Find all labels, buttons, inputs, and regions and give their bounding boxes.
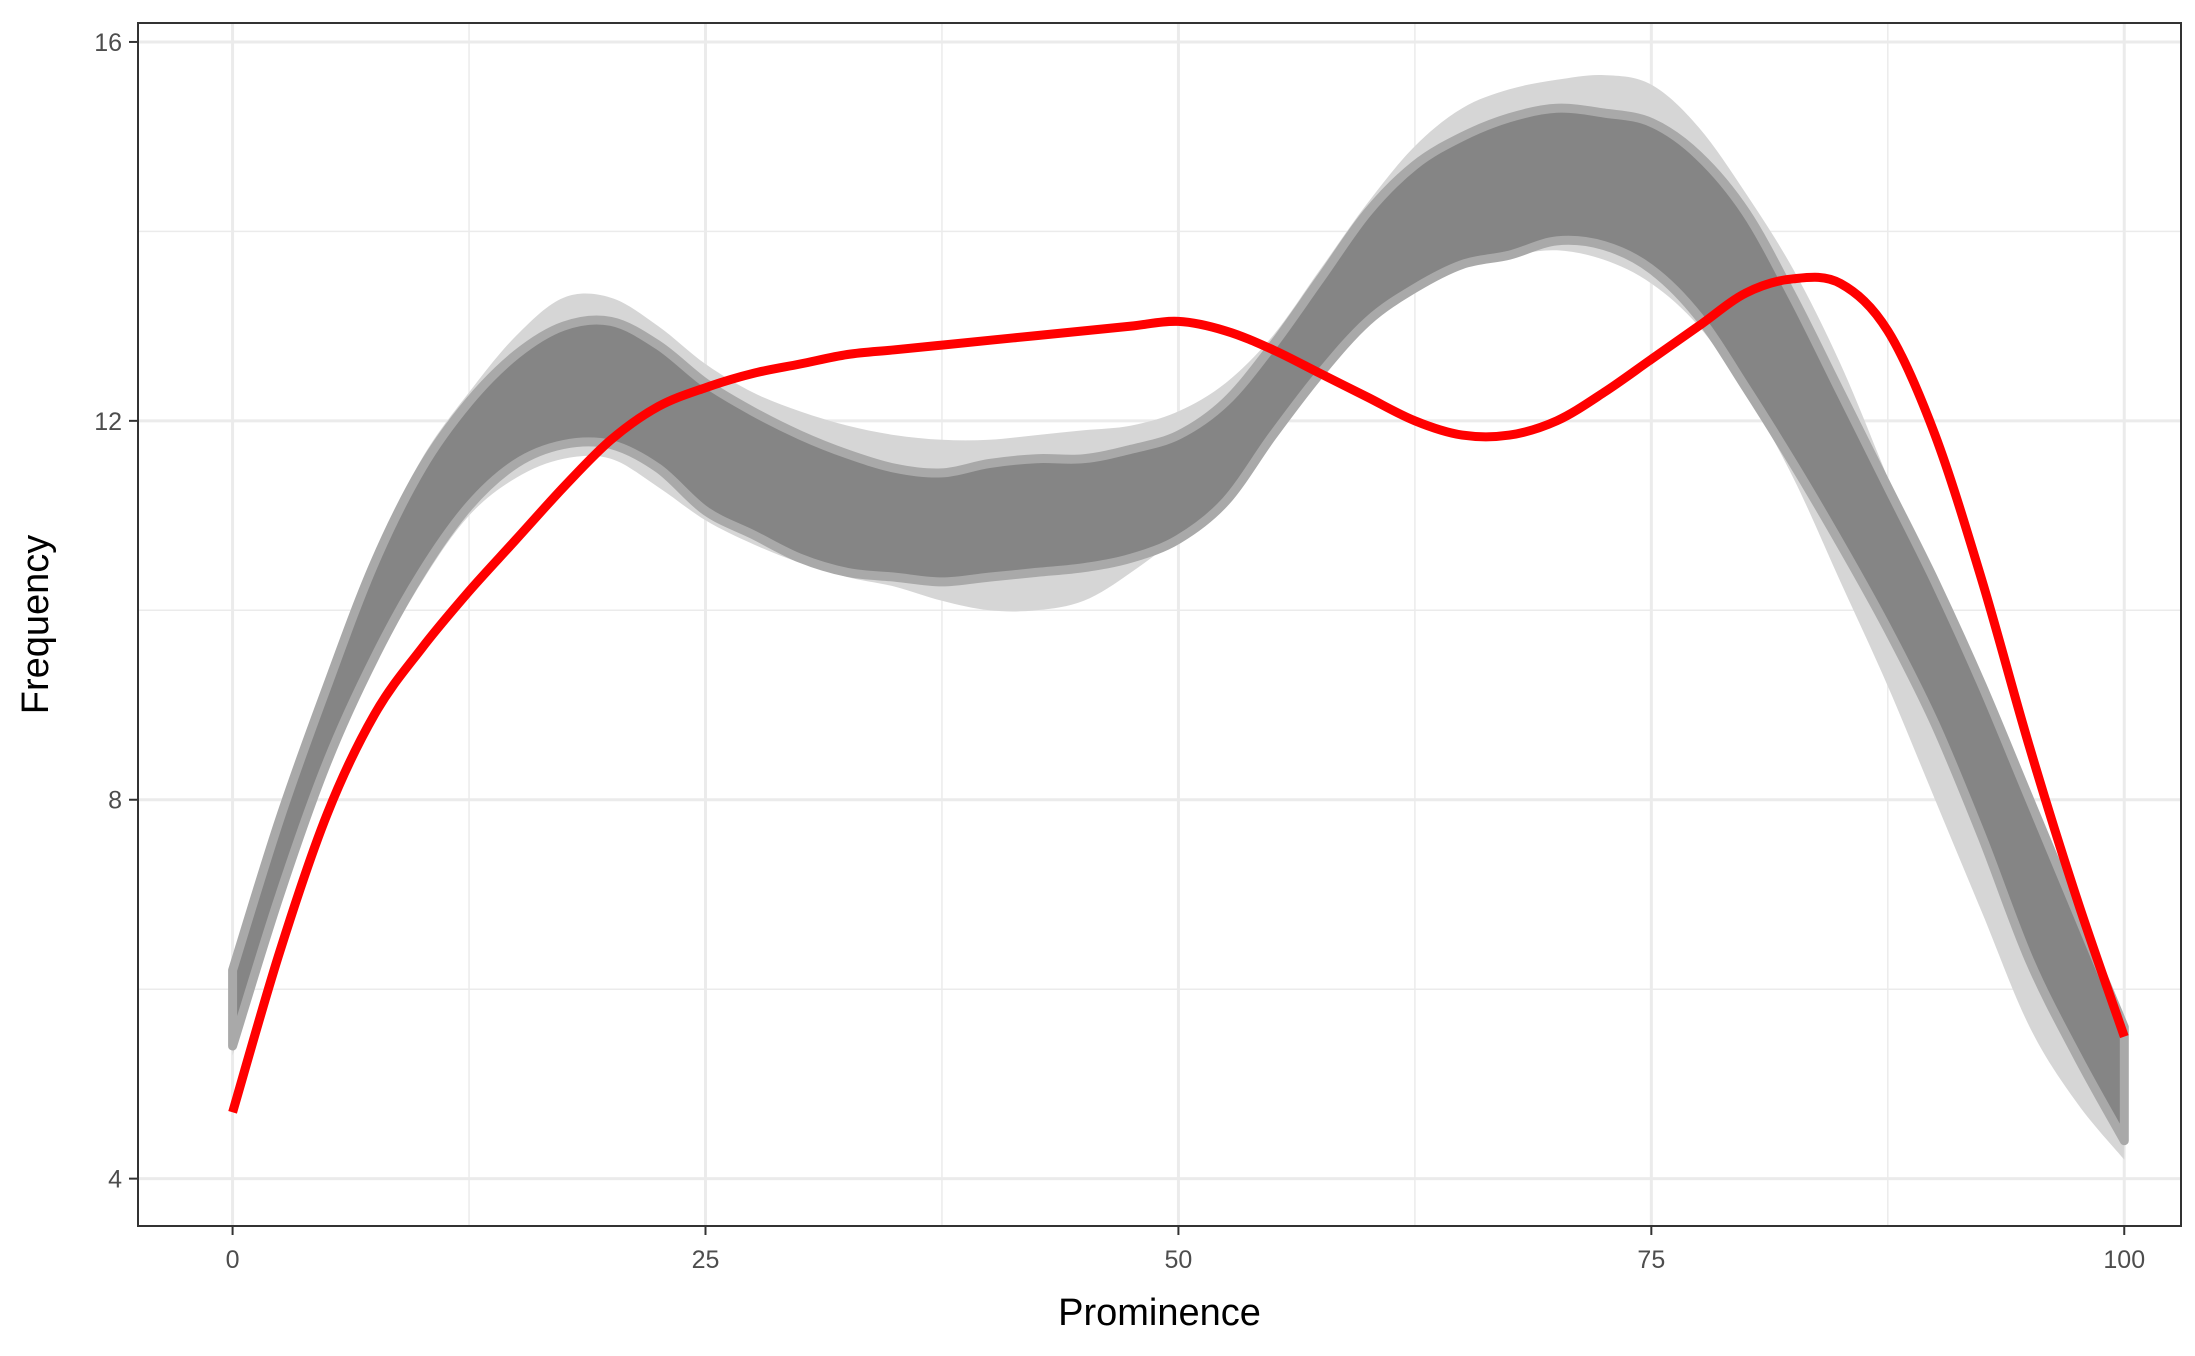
x-tick-label: 25: [692, 1246, 720, 1274]
x-tick-label: 50: [1165, 1246, 1193, 1274]
axis-ticks: 0 25 50 75 100 4 8 12 16: [94, 29, 2145, 1274]
y-tick-label: 12: [94, 408, 122, 436]
panel-border: [137, 22, 2182, 1227]
red-series-line: [228, 272, 2129, 1114]
x-tick-label: 0: [226, 1246, 240, 1274]
x-tick-label: 100: [2103, 1246, 2145, 1274]
y-axis-title: Frequency: [15, 535, 57, 715]
x-axis-title: Prominence: [1058, 1292, 1261, 1334]
data-lines: [228, 272, 2129, 1114]
y-tick-label: 8: [108, 787, 122, 815]
y-tick-label: 16: [94, 29, 122, 57]
x-tick-label: 75: [1637, 1246, 1665, 1274]
y-tick-label: 4: [108, 1166, 122, 1194]
